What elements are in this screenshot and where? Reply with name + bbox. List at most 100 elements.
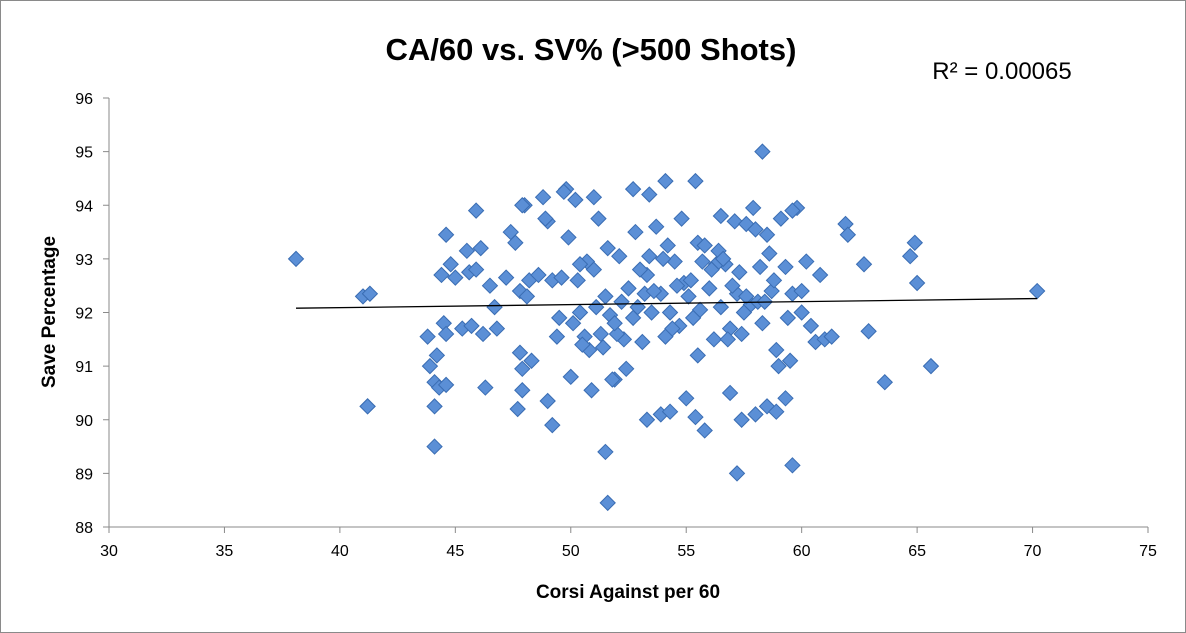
data-point (779, 309, 797, 327)
data-point (673, 210, 690, 227)
data-point (641, 247, 658, 265)
data-point (747, 406, 764, 423)
data-point (474, 325, 492, 343)
x-tick-label: 70 (1024, 543, 1042, 560)
data-point (359, 398, 376, 415)
data-point (758, 226, 776, 243)
y-tick-label: 90 (75, 413, 93, 430)
data-point (514, 382, 531, 399)
data-point (467, 261, 485, 278)
data-point (777, 258, 794, 276)
data-point (620, 280, 637, 297)
data-point (922, 357, 940, 375)
data-point (627, 223, 644, 241)
data-point (518, 288, 536, 305)
data-points (287, 143, 1046, 512)
data-point (735, 304, 753, 321)
data-point (645, 282, 663, 300)
data-point (597, 443, 614, 461)
data-point (724, 277, 741, 294)
data-point (497, 269, 515, 286)
x-tick-label: 60 (793, 543, 811, 560)
x-axis-title: Corsi Against per 60 (536, 582, 720, 603)
data-point (599, 239, 616, 257)
data-point (654, 250, 672, 268)
y-tick-label: 91 (75, 359, 93, 376)
data-point (777, 390, 794, 407)
data-point (634, 333, 651, 351)
data-point (617, 360, 635, 378)
x-axis-ticks: 30 35 40 45 50 55 60 65 70 75 (100, 527, 1157, 560)
x-tick-label: 30 (100, 543, 118, 560)
data-point (876, 374, 893, 391)
data-point (768, 341, 785, 359)
data-point (599, 494, 616, 512)
data-point (571, 256, 589, 273)
data-point (287, 250, 305, 268)
data-point (539, 392, 556, 410)
r-squared-annotation: R² = 0.00065 (932, 58, 1071, 85)
data-point (361, 285, 379, 302)
data-point (761, 245, 778, 262)
data-point (583, 382, 600, 399)
data-point (569, 272, 586, 289)
data-point (802, 317, 820, 335)
data-point (548, 328, 566, 345)
data-point (772, 210, 790, 227)
data-point (467, 202, 485, 219)
data-point (823, 328, 840, 345)
data-point (738, 288, 755, 305)
x-tick-label: 55 (677, 543, 695, 560)
data-point (544, 416, 561, 434)
data-point (585, 188, 603, 206)
data-point (641, 186, 658, 203)
data-point (514, 360, 531, 378)
data-point (680, 288, 697, 305)
data-point (571, 304, 589, 321)
data-point (768, 403, 785, 420)
data-point (585, 261, 603, 278)
data-point (906, 234, 924, 251)
data-point (744, 199, 762, 217)
data-point (426, 438, 443, 455)
data-point (668, 277, 686, 294)
data-point (661, 304, 679, 321)
data-point (564, 315, 582, 332)
data-point (765, 272, 783, 289)
data-point (509, 400, 526, 418)
data-point (689, 347, 706, 364)
data-point (793, 282, 810, 300)
data-point (666, 253, 683, 270)
data-point (811, 266, 829, 284)
chart-title: CA/60 vs. SV% (>500 Shots) (386, 32, 797, 67)
data-point (754, 143, 771, 160)
data-point (719, 331, 736, 348)
data-point (1028, 282, 1046, 300)
data-point (421, 357, 439, 375)
data-point (477, 379, 494, 396)
data-point (481, 277, 499, 294)
data-point (726, 213, 743, 230)
data-point (604, 371, 621, 388)
data-point (781, 352, 799, 369)
y-tick-label: 95 (75, 145, 93, 162)
data-point (592, 325, 610, 343)
y-tick-label: 92 (75, 306, 93, 323)
data-point (770, 357, 787, 375)
data-point (696, 422, 713, 439)
data-point (437, 226, 455, 243)
data-point (678, 390, 695, 407)
data-point (733, 411, 750, 428)
data-point (523, 352, 540, 369)
data-point (624, 180, 642, 198)
data-point (419, 328, 436, 345)
linear-trendline (296, 297, 1038, 309)
data-point (705, 331, 723, 348)
data-point (682, 272, 700, 289)
y-tick-label: 94 (75, 198, 93, 215)
y-tick-label: 89 (75, 466, 93, 483)
data-point (537, 210, 554, 227)
data-point (590, 210, 607, 227)
data-point (701, 280, 718, 297)
